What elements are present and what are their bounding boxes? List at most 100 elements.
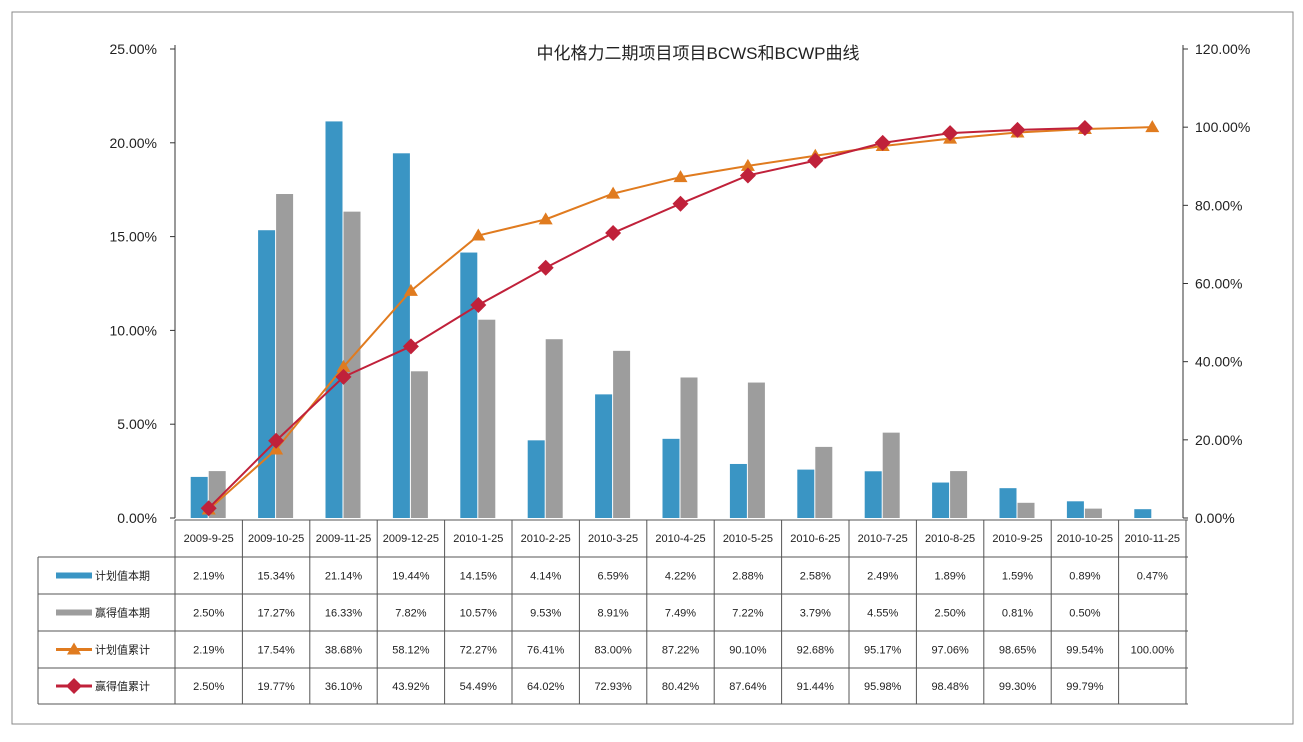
left-tick-label: 15.00% — [110, 229, 157, 245]
table-cell: 36.10% — [325, 681, 363, 693]
table-cell: 43.92% — [392, 681, 430, 693]
triangle-marker — [471, 228, 486, 241]
bar-planned-period — [1134, 509, 1152, 518]
bar-earned-period — [1017, 502, 1035, 518]
table-cell: 9.53% — [530, 608, 561, 620]
table-cell: 6.59% — [597, 571, 628, 583]
diamond-marker — [942, 125, 959, 142]
triangle-marker — [740, 158, 755, 171]
diamond-marker — [200, 500, 217, 517]
table-cell: 4.14% — [530, 571, 561, 583]
table-cell: 8.91% — [597, 608, 628, 620]
table-cell: 2.19% — [193, 571, 224, 583]
table-cell: 3.79% — [800, 608, 831, 620]
diamond-marker — [807, 152, 824, 169]
table-cell: 7.49% — [665, 608, 696, 620]
table-cell: 99.79% — [1066, 681, 1104, 693]
table-cell: 14.15% — [460, 571, 498, 583]
bar-planned-period — [932, 482, 950, 518]
category-label: 2010-9-25 — [992, 533, 1042, 545]
triangle-marker — [403, 283, 418, 296]
table-cell: 87.22% — [662, 645, 700, 657]
category-label: 2010-1-25 — [453, 533, 503, 545]
table-cell: 17.54% — [257, 645, 295, 657]
bar-planned-period — [258, 230, 276, 518]
table-cell: 2.49% — [867, 571, 898, 583]
table-cell: 17.27% — [257, 608, 295, 620]
bar-planned-period — [595, 394, 613, 518]
legend-swatch — [56, 609, 92, 616]
legend-label: 计划值累计 — [95, 644, 150, 657]
table-cell: 16.33% — [325, 608, 363, 620]
diamond-marker — [470, 297, 487, 314]
category-label: 2010-11-25 — [1125, 533, 1180, 545]
category-label: 2009-12-25 — [383, 533, 439, 545]
diamond-marker — [268, 432, 285, 449]
table-cell: 72.93% — [594, 681, 632, 693]
diamond-marker — [537, 259, 554, 276]
table-cell: 2.50% — [193, 608, 224, 620]
legend-swatch — [56, 572, 92, 579]
triangle-marker — [606, 186, 621, 199]
diamond-marker — [874, 134, 891, 151]
table-cell: 54.49% — [460, 681, 498, 693]
table-cell: 2.50% — [934, 608, 965, 620]
bar-earned-period — [680, 377, 698, 518]
left-tick-label: 0.00% — [117, 510, 157, 526]
table-cell: 2.88% — [732, 571, 763, 583]
table-cell: 92.68% — [797, 645, 835, 657]
right-tick-label: 20.00% — [1195, 432, 1242, 448]
table-cell: 2.50% — [193, 681, 224, 693]
category-label: 2010-6-25 — [790, 533, 840, 545]
bar-planned-period — [527, 440, 545, 518]
table-cell: 4.55% — [867, 608, 898, 620]
bar-planned-period — [662, 438, 680, 518]
table-cell: 19.77% — [257, 681, 295, 693]
right-tick-label: 40.00% — [1195, 354, 1242, 370]
table-cell: 95.98% — [864, 681, 902, 693]
diamond-marker — [1009, 121, 1026, 138]
table-cell: 98.48% — [931, 681, 969, 693]
category-label: 2010-10-25 — [1057, 533, 1113, 545]
table-cell: 90.10% — [729, 645, 767, 657]
legend-label: 计划值本期 — [95, 569, 150, 583]
right-tick-label: 0.00% — [1195, 510, 1235, 526]
triangle-marker — [1145, 120, 1160, 133]
bar-planned-period — [864, 471, 882, 518]
bar-planned-period — [1066, 501, 1084, 518]
table-cell: 4.22% — [665, 571, 696, 583]
category-label: 2009-9-25 — [184, 533, 234, 545]
diamond-marker — [402, 338, 419, 355]
earned-cumulative-line — [207, 126, 1085, 509]
table-cell: 7.82% — [395, 608, 426, 620]
bar-earned-period — [276, 194, 294, 518]
table-cell: 98.65% — [999, 645, 1037, 657]
bar-planned-period — [999, 488, 1017, 518]
left-tick-label: 5.00% — [117, 416, 157, 432]
triangle-marker — [336, 359, 351, 372]
chart-frame — [11, 11, 1294, 725]
right-tick-label: 120.00% — [1195, 41, 1250, 57]
table-cell: 2.58% — [800, 571, 831, 583]
legend-triangle-icon — [67, 642, 81, 655]
table-cell: 1.59% — [1002, 571, 1033, 583]
bar-earned-period — [815, 446, 833, 518]
category-label: 2009-10-25 — [248, 533, 304, 545]
table-cell: 1.89% — [934, 571, 965, 583]
table-cell: 99.54% — [1066, 645, 1104, 657]
bar-earned-period — [545, 339, 563, 518]
table-cell: 7.22% — [732, 608, 763, 620]
category-label: 2010-2-25 — [521, 533, 571, 545]
right-tick-label: 100.00% — [1195, 119, 1250, 135]
legend-diamond-icon — [66, 678, 82, 694]
table-cell: 76.41% — [527, 645, 565, 657]
table-cell: 0.50% — [1069, 608, 1100, 620]
diamond-marker — [335, 368, 352, 385]
category-label: 2010-7-25 — [858, 533, 908, 545]
triangle-marker — [538, 212, 553, 225]
table-cell: 97.06% — [931, 645, 969, 657]
table-cell: 80.42% — [662, 681, 700, 693]
category-label: 2010-5-25 — [723, 533, 773, 545]
table-cell: 15.34% — [257, 571, 295, 583]
